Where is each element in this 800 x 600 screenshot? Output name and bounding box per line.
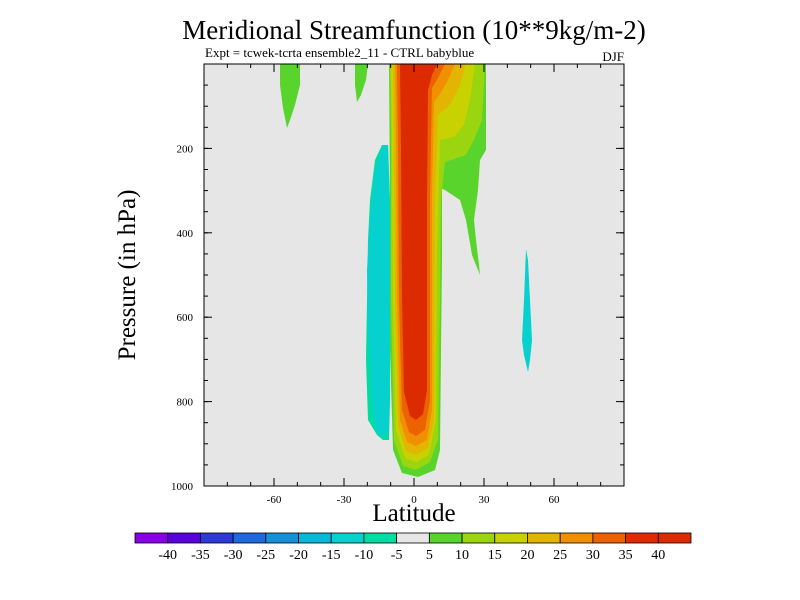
colorbar-label: 35 bbox=[619, 548, 633, 563]
colorbar-segment bbox=[396, 532, 430, 544]
x-tick-label: -30 bbox=[337, 494, 352, 506]
contour-blob-nh-negative bbox=[522, 249, 532, 372]
colorbar-label: 15 bbox=[488, 548, 502, 563]
colorbar-segment bbox=[559, 532, 594, 544]
contour-negative-cell-inner bbox=[367, 145, 390, 437]
y-tick-label: 1000 bbox=[171, 481, 194, 493]
colorbar-label: -25 bbox=[256, 548, 275, 563]
colorbar-segment bbox=[494, 532, 528, 544]
y-tick-label: 400 bbox=[177, 228, 194, 240]
colorbar-label: -40 bbox=[158, 548, 177, 563]
y-tick-label: 200 bbox=[177, 143, 194, 155]
colorbar-segment bbox=[461, 532, 496, 544]
colorbar-segment bbox=[200, 532, 234, 544]
colorbar-label: -10 bbox=[355, 548, 374, 563]
colorbar-segment bbox=[625, 532, 659, 544]
colorbar-segment bbox=[265, 532, 299, 544]
y-tick-label: 800 bbox=[177, 397, 194, 409]
season-label: DJF bbox=[602, 49, 624, 64]
plot-area bbox=[203, 63, 625, 487]
colorbar-label: -35 bbox=[191, 548, 210, 563]
y-tick-label: 600 bbox=[177, 312, 194, 324]
colorbar-segment bbox=[330, 532, 365, 544]
colorbar-label: 40 bbox=[651, 548, 665, 563]
colorbar-segment bbox=[527, 532, 561, 544]
colorbar-label: 20 bbox=[520, 548, 534, 563]
colorbar-segment bbox=[167, 532, 201, 544]
colorbar-label: -5 bbox=[391, 548, 403, 563]
colorbar-segment bbox=[657, 532, 692, 544]
x-axis-label: Latitude bbox=[372, 500, 456, 527]
colorbar-label: -20 bbox=[289, 548, 308, 563]
colorbar-segment bbox=[134, 532, 169, 544]
colorbar-segment bbox=[592, 532, 626, 544]
x-tick-label: -60 bbox=[267, 494, 282, 506]
colorbar-segment bbox=[428, 532, 463, 544]
colorbar-label: 25 bbox=[553, 548, 567, 563]
colorbar-label: 5 bbox=[426, 548, 433, 563]
chart-title: Meridional Streamfunction (10**9kg/m-2) bbox=[182, 15, 646, 45]
colorbar-label: -15 bbox=[322, 548, 341, 563]
chart-subtitle: Expt = tcwek-tcrta ensemble2_11 - CTRL b… bbox=[205, 45, 475, 60]
colorbar-segment bbox=[298, 532, 332, 544]
contour-positive-level-40 bbox=[400, 64, 437, 420]
colorbar-label: 30 bbox=[586, 548, 600, 563]
contour-blob-sh-upper-2 bbox=[355, 64, 368, 102]
colorbar-label: -30 bbox=[224, 548, 243, 563]
x-tick-label: 30 bbox=[479, 494, 491, 506]
contour-blob-sh-upper-1 bbox=[280, 64, 300, 128]
axes: -60 -30 0 30 60 200 400 600 800 1000 bbox=[171, 64, 624, 506]
x-tick-label: 0 bbox=[411, 494, 417, 506]
colorbar: -40 -35 -30 -25 -20 -15 -10 -5 5 10 15 20 25 30 35 40 bbox=[134, 532, 692, 563]
colorbar-segment bbox=[363, 532, 398, 544]
colorbar-label: 10 bbox=[455, 548, 469, 563]
colorbar-segment bbox=[232, 532, 267, 544]
x-tick-label: 60 bbox=[549, 494, 561, 506]
